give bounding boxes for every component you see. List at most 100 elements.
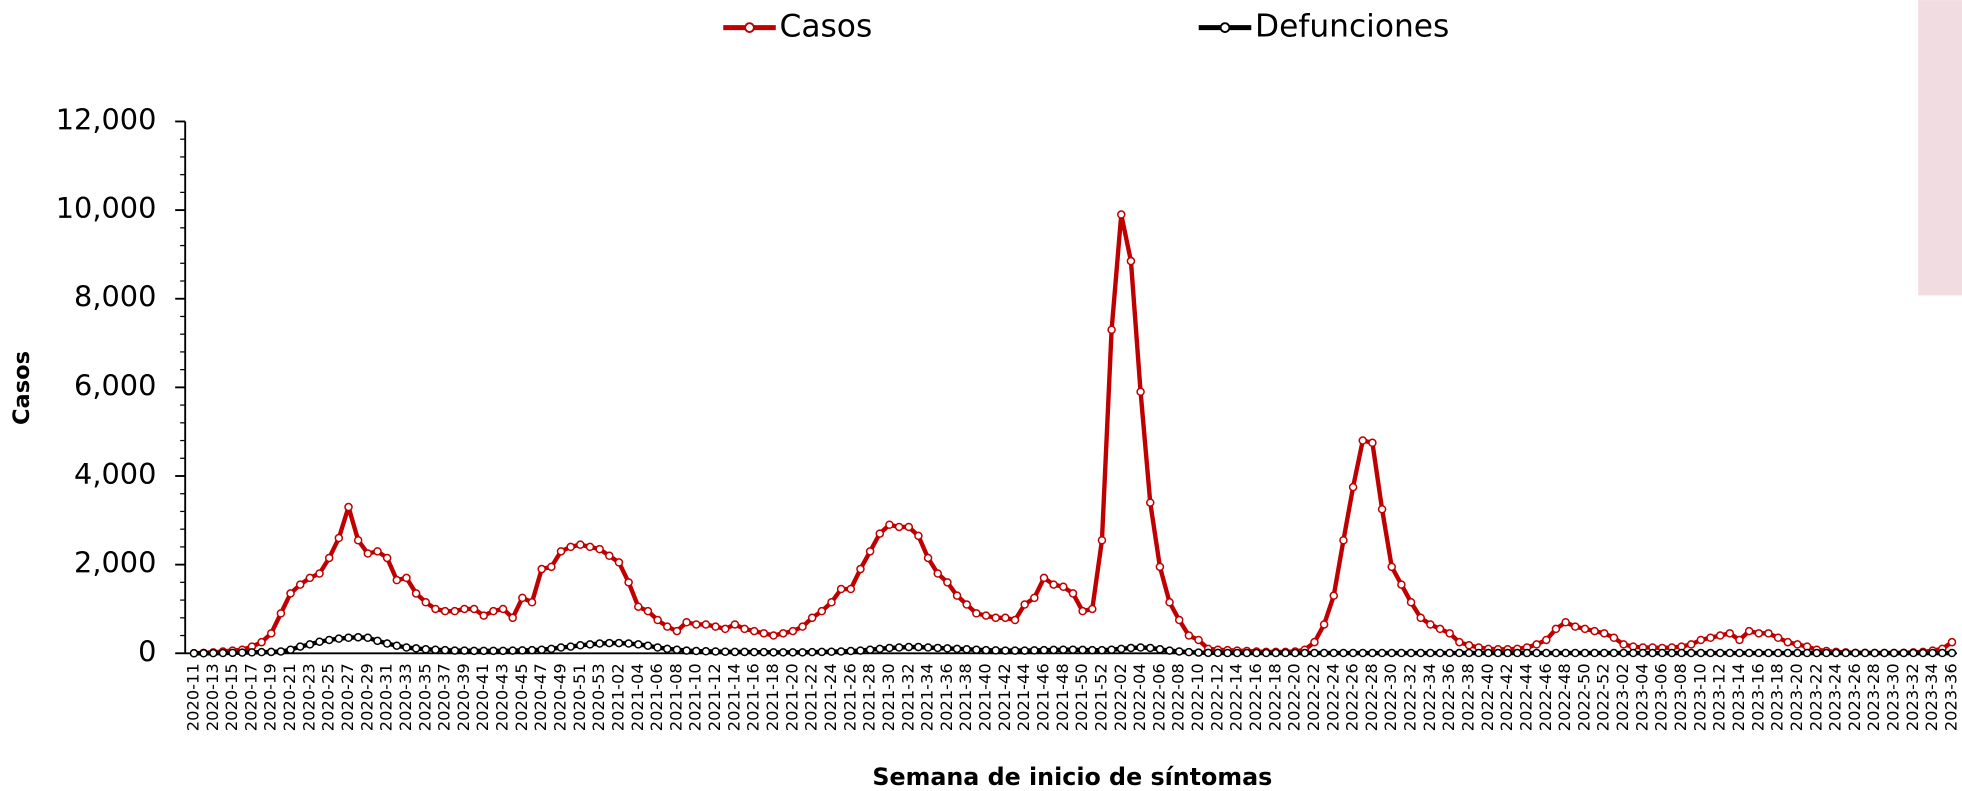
- point-marker: [798, 622, 807, 631]
- x-tick-label: 2020-47: [531, 663, 550, 731]
- point-marker: [189, 649, 199, 658]
- point-marker: [1609, 648, 1619, 658]
- x-tick-label: 2020-43: [493, 663, 512, 731]
- point-marker: [585, 542, 595, 552]
- point-marker: [1310, 637, 1319, 647]
- point-marker: [363, 633, 373, 643]
- point-marker: [1484, 648, 1493, 658]
- point-marker: [1358, 436, 1368, 445]
- x-tick-label: 2022-02: [1111, 663, 1130, 731]
- point-marker: [759, 647, 769, 657]
- point-marker: [1194, 635, 1203, 645]
- x-tick-label: 2021-24: [821, 663, 840, 731]
- point-marker: [653, 615, 662, 625]
- x-tick-label: 2020-19: [261, 663, 280, 731]
- y-tick-label: 12,000: [56, 102, 157, 136]
- series-line: [193, 212, 1954, 656]
- point-marker: [856, 646, 865, 655]
- point-marker: [1571, 648, 1580, 658]
- x-tick-label: 2022-42: [1497, 663, 1516, 731]
- x-tick-label: 2022-26: [1343, 663, 1362, 731]
- point-marker: [1126, 256, 1136, 266]
- point-marker: [1281, 648, 1290, 658]
- x-tick-label: 2022-30: [1381, 663, 1400, 731]
- point-marker: [846, 646, 856, 656]
- x-tick-label: 2023-08: [1671, 663, 1690, 731]
- point-marker: [576, 641, 585, 650]
- point-marker: [701, 647, 711, 656]
- point-marker: [807, 613, 817, 623]
- point-marker: [1599, 629, 1609, 638]
- point-marker: [1145, 498, 1155, 507]
- point-marker: [672, 626, 682, 636]
- point-marker: [769, 648, 778, 657]
- point-marker: [952, 591, 962, 600]
- point-marker: [962, 645, 971, 654]
- x-tick-label: 2021-34: [918, 663, 937, 731]
- x-tick-label: 2023-32: [1903, 663, 1922, 731]
- point-marker: [1744, 626, 1754, 636]
- point-marker: [1097, 645, 1107, 655]
- point-marker: [556, 547, 566, 556]
- point-marker: [865, 645, 875, 654]
- point-marker: [1387, 562, 1396, 572]
- point-marker: [344, 502, 353, 512]
- point-marker: [1445, 629, 1454, 638]
- x-tick-label: 2021-44: [1014, 663, 1033, 731]
- point-marker: [1165, 598, 1174, 607]
- x-tick-label: 2022-34: [1420, 663, 1439, 731]
- point-marker: [1068, 589, 1078, 598]
- point-marker: [720, 624, 730, 634]
- point-marker: [1232, 648, 1242, 658]
- point-marker: [875, 529, 885, 538]
- x-tick-label: 2021-20: [782, 663, 801, 731]
- point-marker: [981, 611, 991, 620]
- y-tick-label: 8,000: [74, 280, 156, 314]
- point-marker: [508, 646, 517, 655]
- point-marker: [1416, 648, 1425, 658]
- point-marker: [228, 648, 237, 658]
- point-marker: [266, 647, 276, 657]
- point-marker: [653, 643, 662, 652]
- point-marker: [1889, 648, 1899, 658]
- legend-label: Defunciones: [1255, 9, 1449, 45]
- point-marker: [933, 569, 942, 578]
- point-marker: [1783, 637, 1793, 647]
- point-marker: [1764, 629, 1773, 638]
- point-marker: [1397, 580, 1406, 589]
- point-marker: [605, 638, 614, 648]
- point-marker: [624, 578, 633, 587]
- point-marker: [566, 642, 575, 651]
- point-marker: [1435, 648, 1445, 658]
- x-tick-label: 2020-25: [319, 663, 338, 731]
- point-marker: [1136, 643, 1145, 652]
- point-marker: [1329, 648, 1339, 658]
- point-marker: [1030, 593, 1039, 603]
- point-marker: [885, 520, 894, 530]
- point-marker: [527, 598, 537, 607]
- x-tick-label: 2022-48: [1555, 663, 1574, 731]
- point-marker: [1706, 633, 1715, 643]
- point-marker: [315, 637, 324, 646]
- x-tick-label: 2021-28: [860, 663, 879, 731]
- point-marker: [1532, 648, 1541, 658]
- point-marker: [991, 613, 1000, 623]
- point-marker: [595, 544, 604, 554]
- point-marker: [315, 569, 324, 578]
- point-marker: [1387, 648, 1396, 658]
- x-tick-label: 2022-14: [1227, 663, 1246, 731]
- point-marker: [1368, 438, 1377, 448]
- point-marker: [914, 642, 923, 652]
- point-marker: [1030, 646, 1039, 655]
- point-marker: [1271, 648, 1281, 658]
- point-marker: [1155, 562, 1165, 572]
- x-tick-label: 2021-48: [1053, 663, 1072, 731]
- x-tick-label: 2023-30: [1884, 663, 1903, 731]
- point-marker: [1532, 640, 1541, 649]
- point-marker: [1348, 482, 1358, 492]
- point-marker: [769, 631, 778, 640]
- x-tick-label: 2022-44: [1516, 663, 1535, 731]
- point-marker: [1406, 648, 1416, 658]
- point-marker: [943, 578, 952, 587]
- point-marker: [479, 646, 488, 656]
